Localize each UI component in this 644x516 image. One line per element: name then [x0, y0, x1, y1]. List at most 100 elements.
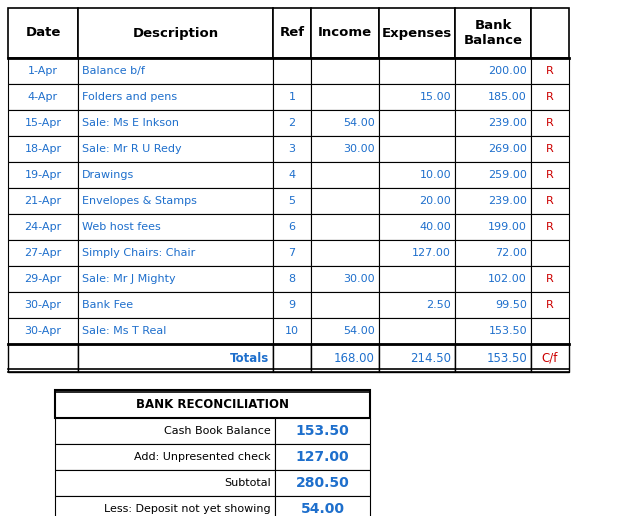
Text: Expenses: Expenses [382, 26, 452, 40]
Bar [273, 292, 311, 318]
Bar [455, 110, 531, 136]
Bar [531, 58, 569, 84]
Text: 2: 2 [289, 118, 296, 128]
Text: 200.00: 200.00 [488, 66, 527, 76]
Bar [78, 266, 273, 292]
Text: C/f: C/f [542, 351, 558, 364]
Bar [8, 110, 78, 136]
Text: R: R [546, 144, 554, 154]
Bar [311, 188, 379, 214]
Text: 99.50: 99.50 [495, 300, 527, 310]
Bar [8, 240, 78, 266]
Text: R: R [546, 222, 554, 232]
Text: 4: 4 [289, 170, 296, 180]
Bar [455, 136, 531, 162]
Bar [455, 8, 531, 58]
Text: Web host fees: Web host fees [82, 222, 161, 232]
Bar [455, 292, 531, 318]
Bar [379, 136, 455, 162]
Text: 4-Apr: 4-Apr [28, 92, 58, 102]
Text: 40.00: 40.00 [419, 222, 451, 232]
Text: Drawings: Drawings [82, 170, 134, 180]
Text: 127.00: 127.00 [412, 248, 451, 258]
Bar [273, 344, 311, 372]
Bar [379, 266, 455, 292]
Bar [531, 110, 569, 136]
Bar [8, 188, 78, 214]
Bar [275, 496, 370, 516]
Bar [311, 240, 379, 266]
Bar [311, 266, 379, 292]
Bar [379, 58, 455, 84]
Bar [531, 214, 569, 240]
Bar [311, 84, 379, 110]
Bar [55, 496, 275, 516]
Text: 54.00: 54.00 [343, 118, 375, 128]
Text: 185.00: 185.00 [488, 92, 527, 102]
Text: Envelopes & Stamps: Envelopes & Stamps [82, 196, 197, 206]
Text: 153.50: 153.50 [486, 351, 527, 364]
Bar [455, 84, 531, 110]
Text: Cash Book Balance: Cash Book Balance [164, 426, 271, 436]
Bar [531, 240, 569, 266]
Bar [531, 292, 569, 318]
Bar [55, 470, 275, 496]
Text: Sale: Ms T Real: Sale: Ms T Real [82, 326, 166, 336]
Text: Subtotal: Subtotal [224, 478, 271, 488]
Text: Balance b/f: Balance b/f [82, 66, 145, 76]
Bar [55, 390, 370, 418]
Text: Folders and pens: Folders and pens [82, 92, 177, 102]
Bar [273, 266, 311, 292]
Text: R: R [546, 92, 554, 102]
Bar [273, 188, 311, 214]
Bar [531, 344, 569, 372]
Text: 3: 3 [289, 144, 296, 154]
Text: Income: Income [318, 26, 372, 40]
Bar [379, 318, 455, 344]
Bar [78, 344, 273, 372]
Bar [379, 110, 455, 136]
Bar [55, 444, 275, 470]
Bar [311, 214, 379, 240]
Text: 9: 9 [289, 300, 296, 310]
Bar [379, 8, 455, 58]
Text: 30-Apr: 30-Apr [24, 300, 61, 310]
Text: 2.50: 2.50 [426, 300, 451, 310]
Bar [273, 58, 311, 84]
Bar [275, 470, 370, 496]
Bar [8, 84, 78, 110]
Text: 239.00: 239.00 [488, 118, 527, 128]
Bar [78, 84, 273, 110]
Text: 127.00: 127.00 [296, 450, 349, 464]
Text: 20.00: 20.00 [419, 196, 451, 206]
Text: 24-Apr: 24-Apr [24, 222, 62, 232]
Bar [311, 8, 379, 58]
Text: 10: 10 [285, 326, 299, 336]
Bar [8, 266, 78, 292]
Text: BANK RECONCILIATION: BANK RECONCILIATION [136, 397, 289, 411]
Text: 30.00: 30.00 [343, 144, 375, 154]
Text: 15-Apr: 15-Apr [24, 118, 61, 128]
Text: Totals: Totals [230, 351, 269, 364]
Bar [379, 240, 455, 266]
Bar [78, 162, 273, 188]
Bar [78, 8, 273, 58]
Bar [275, 444, 370, 470]
Bar [273, 214, 311, 240]
Bar [311, 292, 379, 318]
Bar [78, 110, 273, 136]
Bar [531, 136, 569, 162]
Text: 10.00: 10.00 [419, 170, 451, 180]
Text: R: R [546, 118, 554, 128]
Text: 102.00: 102.00 [488, 274, 527, 284]
Bar [273, 110, 311, 136]
Bar [531, 8, 569, 58]
Text: 18-Apr: 18-Apr [24, 144, 62, 154]
Text: Date: Date [25, 26, 61, 40]
Text: 8: 8 [289, 274, 296, 284]
Text: 6: 6 [289, 222, 296, 232]
Bar [379, 162, 455, 188]
Text: Bank Fee: Bank Fee [82, 300, 133, 310]
Bar [78, 58, 273, 84]
Text: Sale: Mr R U Redy: Sale: Mr R U Redy [82, 144, 182, 154]
